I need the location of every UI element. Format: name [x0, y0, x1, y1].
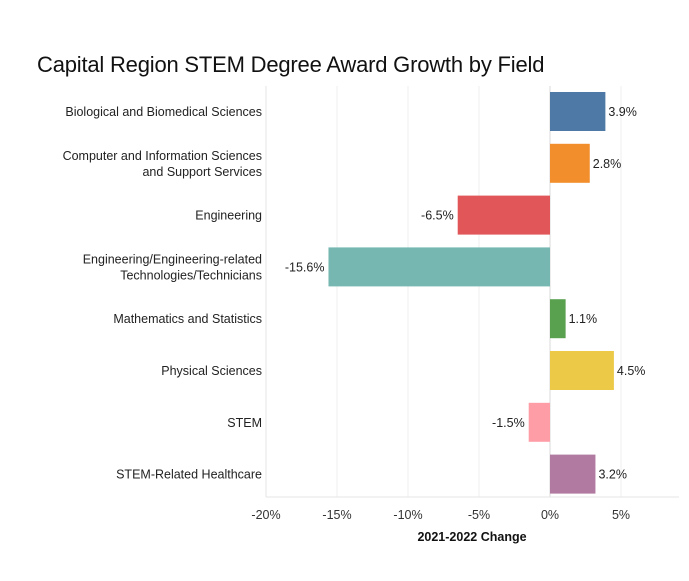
data-label: -1.5% — [492, 416, 525, 430]
chart-title: Capital Region STEM Degree Award Growth … — [37, 52, 545, 77]
x-axis-title: 2021-2022 Change — [417, 530, 526, 544]
bar[interactable] — [550, 143, 590, 183]
x-axis: -20% -15% -10% -5% 0% 5% — [251, 496, 679, 522]
category-label: Technologies/Technicians — [120, 268, 262, 282]
bar[interactable] — [528, 402, 550, 442]
x-tick-label: -20% — [251, 508, 280, 522]
category-label: Computer and Information Sciences — [63, 149, 262, 163]
category-label: and Support Services — [142, 165, 262, 179]
x-tick-label: 0% — [541, 508, 559, 522]
bar[interactable] — [550, 299, 566, 339]
data-label: -6.5% — [421, 209, 454, 223]
bar[interactable] — [457, 195, 550, 235]
category-label: Engineering/Engineering-related — [83, 252, 262, 266]
category-label: Engineering — [195, 209, 262, 223]
bar[interactable] — [550, 351, 614, 390]
category-label: Biological and Biomedical Sciences — [65, 105, 262, 119]
x-tick-label: -5% — [468, 508, 490, 522]
category-label: Mathematics and Statistics — [113, 312, 262, 326]
bar[interactable] — [328, 247, 550, 287]
x-tick-label: -15% — [322, 508, 351, 522]
data-label: 1.1% — [569, 312, 598, 326]
bars — [328, 92, 614, 494]
data-label: 2.8% — [593, 157, 622, 171]
data-label: 4.5% — [617, 364, 646, 378]
x-tick-label: -10% — [393, 508, 422, 522]
gridlines — [265, 86, 622, 497]
category-labels: Biological and Biomedical Sciences Comput… — [63, 105, 262, 482]
value-labels: 3.9% 2.8% -6.5% -15.6% 1.1% 4.5% -1.5% 3.2% — [285, 105, 646, 482]
data-label: -15.6% — [285, 260, 325, 274]
data-label: 3.2% — [598, 468, 627, 482]
category-label: Physical Sciences — [161, 364, 262, 378]
category-label: STEM-Related Healthcare — [116, 468, 262, 482]
bar[interactable] — [550, 454, 596, 494]
category-label: STEM — [227, 416, 262, 430]
x-tick-label: 5% — [612, 508, 630, 522]
data-label: 3.9% — [608, 105, 637, 119]
bar[interactable] — [550, 92, 606, 131]
